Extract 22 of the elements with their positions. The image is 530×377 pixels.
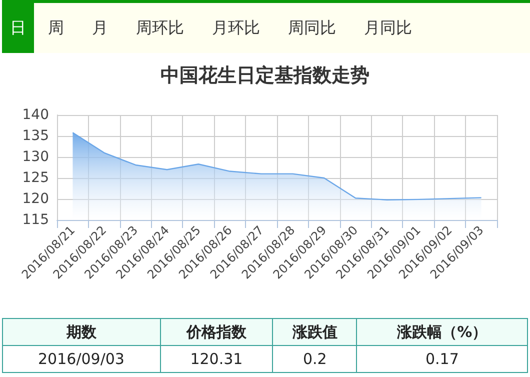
text: 月同比 — [363, 18, 413, 38]
y-tick-label: 115 — [22, 212, 49, 228]
text: 月环比 — [211, 18, 261, 38]
text: 2016/09/03 — [2, 346, 160, 372]
text: 日 — [2, 3, 34, 53]
y-tick-label: 120 — [22, 191, 49, 207]
text: 0.17 — [356, 346, 528, 372]
text: 0.2 — [272, 346, 357, 372]
text: 周环比 — [135, 18, 185, 38]
text: 涨跌值 — [272, 318, 357, 346]
text: 周 — [47, 18, 65, 38]
y-tick-label: 140 — [22, 107, 49, 123]
y-tick-label: 130 — [22, 149, 49, 165]
text: 月 — [91, 18, 109, 38]
text: 期数 — [2, 318, 160, 346]
text: 周同比 — [287, 18, 337, 38]
text: 涨跌幅（%） — [356, 318, 528, 346]
text: 120.31 — [160, 346, 273, 372]
y-tick-label: 125 — [22, 170, 49, 186]
chart-title: 中国花生日定基指数走势 — [160, 64, 370, 86]
y-tick-label: 135 — [22, 128, 49, 144]
text: 价格指数 — [160, 318, 273, 346]
